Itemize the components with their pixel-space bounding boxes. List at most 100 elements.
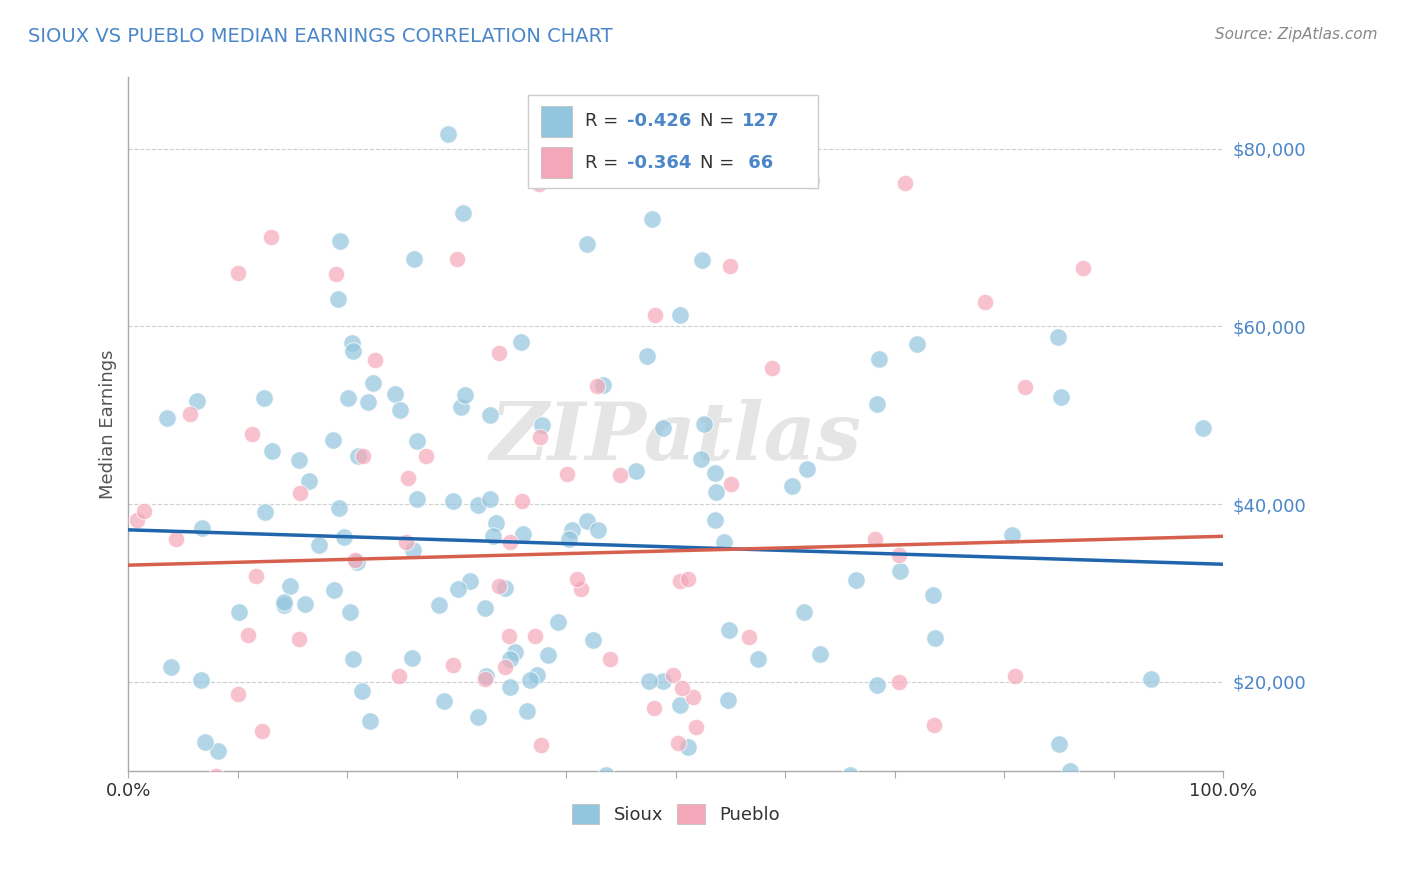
Point xyxy=(657,822,679,836)
Point xyxy=(498,629,520,643)
Text: 127: 127 xyxy=(741,112,779,130)
Point xyxy=(375,793,398,807)
Point xyxy=(446,252,468,266)
Point xyxy=(738,630,761,644)
Point xyxy=(179,407,201,421)
Point xyxy=(682,690,704,705)
Point xyxy=(240,426,263,441)
Point xyxy=(1001,528,1024,542)
Text: ZIPatlas: ZIPatlas xyxy=(489,400,862,476)
Text: SIOUX VS PUEBLO MEDIAN EARNINGS CORRELATION CHART: SIOUX VS PUEBLO MEDIAN EARNINGS CORRELAT… xyxy=(28,27,613,45)
Point xyxy=(685,720,707,734)
Point xyxy=(669,698,692,713)
Point xyxy=(454,388,477,402)
Point xyxy=(499,534,522,549)
Point xyxy=(166,532,188,546)
Point xyxy=(288,632,311,647)
Point xyxy=(585,379,607,393)
Point xyxy=(405,434,427,448)
Point xyxy=(555,467,578,482)
Point xyxy=(352,684,374,698)
Point xyxy=(337,391,360,405)
Point xyxy=(924,632,946,646)
Point xyxy=(793,605,815,619)
Point xyxy=(889,564,911,578)
Point xyxy=(576,236,599,251)
Point xyxy=(638,826,661,840)
Point xyxy=(704,466,727,480)
Point xyxy=(808,647,831,661)
Point xyxy=(273,595,295,609)
Point xyxy=(474,601,496,615)
Point xyxy=(922,718,945,732)
Point xyxy=(488,345,510,359)
Point xyxy=(657,830,679,845)
Point xyxy=(478,408,501,422)
Text: N =: N = xyxy=(700,153,740,172)
Point xyxy=(325,268,347,282)
Point xyxy=(323,582,346,597)
Point xyxy=(704,485,727,500)
Point xyxy=(401,650,423,665)
Point xyxy=(678,572,700,586)
Point xyxy=(796,461,818,475)
Point xyxy=(467,499,489,513)
Point xyxy=(458,845,481,859)
Point xyxy=(340,335,363,350)
Point xyxy=(326,292,349,306)
Point xyxy=(519,673,541,687)
Point xyxy=(467,709,489,723)
Point xyxy=(652,674,675,689)
Point xyxy=(482,529,505,543)
Point xyxy=(328,500,350,515)
Point xyxy=(396,470,419,484)
Point xyxy=(329,234,352,248)
Point xyxy=(624,464,647,478)
Point xyxy=(441,494,464,508)
Point xyxy=(666,736,689,750)
Point xyxy=(529,429,551,443)
Point xyxy=(524,629,547,643)
Point xyxy=(262,443,284,458)
Point xyxy=(499,651,522,665)
Point xyxy=(720,477,742,491)
Point xyxy=(395,534,418,549)
Point xyxy=(1073,260,1095,275)
Point xyxy=(429,598,451,612)
Point xyxy=(402,252,425,267)
Point xyxy=(447,582,470,596)
Point xyxy=(342,651,364,665)
Bar xyxy=(541,105,572,136)
Point xyxy=(290,486,312,500)
Point xyxy=(643,701,665,715)
Point xyxy=(609,468,631,483)
Point xyxy=(475,669,498,683)
Point xyxy=(494,582,516,596)
Point xyxy=(156,410,179,425)
Point xyxy=(190,521,212,535)
Point xyxy=(415,449,437,463)
Point xyxy=(359,714,381,728)
Point xyxy=(339,605,361,619)
Point xyxy=(352,449,374,463)
Point xyxy=(342,344,364,359)
Point xyxy=(800,173,823,187)
Point xyxy=(671,681,693,696)
Point xyxy=(1046,329,1069,343)
Point xyxy=(388,403,411,417)
Point xyxy=(669,308,692,322)
Point xyxy=(747,652,769,666)
Point xyxy=(401,543,423,558)
Y-axis label: Median Earnings: Median Earnings xyxy=(100,350,117,499)
Point xyxy=(838,768,860,782)
Text: R =: R = xyxy=(585,153,624,172)
Point xyxy=(273,598,295,612)
Point xyxy=(333,529,356,543)
Text: -0.426: -0.426 xyxy=(627,112,690,130)
Point xyxy=(485,516,508,531)
Point xyxy=(186,393,208,408)
Point xyxy=(384,387,406,401)
Point xyxy=(703,513,725,527)
Point xyxy=(253,391,276,405)
Point xyxy=(204,769,226,783)
